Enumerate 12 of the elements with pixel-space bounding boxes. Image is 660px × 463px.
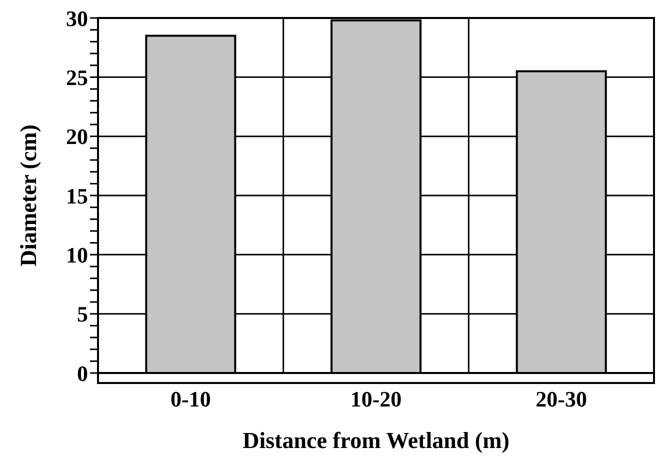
y-tick-label: 10 — [66, 242, 88, 268]
y-tick-label: 20 — [66, 124, 88, 150]
x-tick-label: 20-30 — [536, 386, 587, 412]
x-axis-title: Distance from Wetland (m) — [242, 428, 510, 453]
y-axis-title: Diameter (cm) — [16, 124, 42, 266]
x-tick-label: 10-20 — [350, 386, 402, 412]
y-tick-label: 0 — [77, 360, 88, 386]
y-tick-label: 5 — [77, 302, 88, 327]
y-tick-label: 25 — [66, 64, 88, 90]
y-tick-label: 15 — [66, 183, 88, 208]
y-tick-label: 30 — [66, 6, 88, 31]
x-tick-label: 0-10 — [170, 386, 211, 412]
